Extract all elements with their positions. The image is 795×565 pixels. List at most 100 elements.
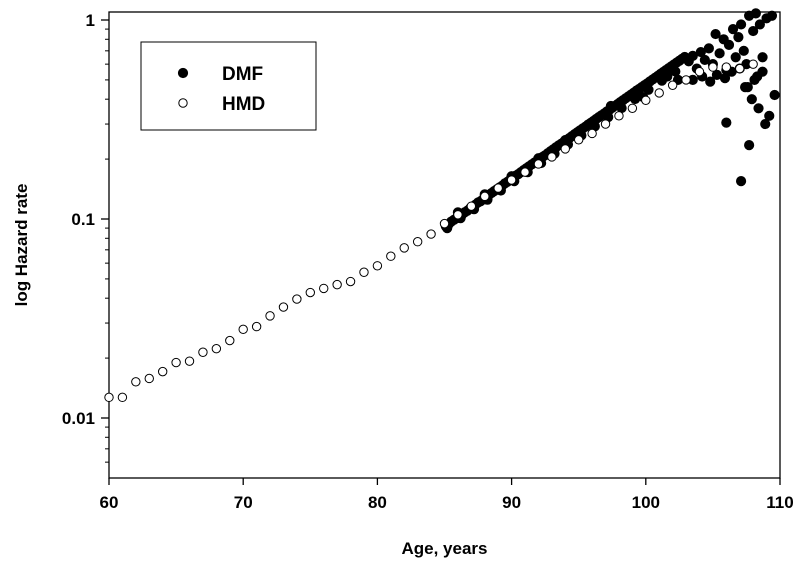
dmf-point bbox=[749, 74, 760, 86]
dmf-point bbox=[640, 81, 651, 92]
hmd-point bbox=[292, 294, 302, 304]
dmf-point bbox=[740, 82, 751, 93]
legend-marker-hmd bbox=[178, 98, 188, 108]
dmf-point bbox=[703, 43, 714, 54]
hmd-point bbox=[171, 357, 181, 368]
dmf-point bbox=[730, 52, 741, 63]
dmf-point bbox=[738, 45, 749, 56]
hmd-point bbox=[345, 276, 356, 287]
dmf-point bbox=[714, 48, 725, 59]
dmf-point bbox=[733, 32, 744, 43]
dmf-point bbox=[587, 117, 598, 128]
hmd-point bbox=[386, 251, 396, 261]
hmd-point bbox=[533, 159, 544, 169]
plot-area-border bbox=[108, 11, 781, 479]
dmf-point bbox=[753, 103, 764, 114]
dmf-point bbox=[723, 39, 735, 50]
x-tick-label: 110 bbox=[766, 493, 793, 512]
dmf-point bbox=[605, 100, 617, 112]
dmf-point bbox=[687, 50, 698, 62]
hmd-point bbox=[453, 210, 463, 220]
dmf-point bbox=[764, 110, 775, 121]
hmd-point bbox=[493, 183, 503, 193]
dmf-point bbox=[560, 135, 571, 146]
dmf-point bbox=[748, 25, 759, 37]
hmd-point bbox=[144, 373, 154, 384]
hmd-point bbox=[600, 119, 611, 129]
hmd-point bbox=[238, 324, 248, 335]
dmf-point bbox=[757, 52, 768, 63]
hmd-point bbox=[359, 267, 369, 277]
hmd-point bbox=[319, 283, 329, 294]
dmf-point bbox=[754, 19, 765, 30]
dmf-point bbox=[719, 73, 731, 84]
hmd-point bbox=[614, 111, 624, 121]
hmd-point bbox=[305, 287, 315, 298]
hmd-point bbox=[721, 62, 732, 72]
hmd-point bbox=[104, 392, 114, 403]
legend-label-dmf: DMF bbox=[222, 64, 263, 85]
y-tick-label: 0.01 bbox=[62, 409, 95, 428]
hmd-point bbox=[506, 175, 517, 185]
plot-frame bbox=[108, 11, 781, 479]
legend-label-hmd: HMD bbox=[222, 94, 265, 115]
hmd-point bbox=[251, 321, 262, 332]
hmd-point bbox=[399, 243, 409, 253]
dmf-point bbox=[662, 71, 673, 82]
dmf-point bbox=[744, 140, 755, 151]
hmd-point bbox=[667, 80, 678, 90]
dmf-point bbox=[705, 76, 716, 87]
y-tick-label: 1 bbox=[86, 11, 95, 30]
hmd-point bbox=[587, 128, 597, 139]
x-axis-title: Age, years bbox=[402, 539, 488, 558]
series-dmf bbox=[440, 8, 780, 234]
hmd-point bbox=[211, 343, 222, 354]
hmd-point bbox=[654, 88, 664, 98]
dmf-point bbox=[735, 176, 747, 187]
dmf-point bbox=[710, 28, 721, 40]
hmd-point bbox=[708, 62, 718, 72]
hmd-point bbox=[641, 95, 651, 105]
hmd-point bbox=[560, 144, 570, 154]
legend-marker-dmf bbox=[177, 67, 189, 79]
dmf-point bbox=[727, 24, 739, 35]
hmd-point bbox=[278, 302, 289, 312]
y-tick-label: 0.1 bbox=[71, 210, 95, 229]
hmd-point bbox=[547, 152, 557, 162]
legend-box bbox=[140, 41, 317, 131]
axes-layer: 60 70 80 90 100 110 0.01 0.1 1 Age, years log Haza… bbox=[12, 11, 794, 558]
dmf-point bbox=[699, 54, 710, 66]
x-tick-label: 100 bbox=[632, 493, 660, 512]
hmd-point bbox=[372, 261, 383, 271]
x-tick-label: 60 bbox=[100, 493, 119, 512]
x-tick-label: 90 bbox=[502, 493, 521, 512]
dmf-point bbox=[760, 118, 771, 130]
hmd-point bbox=[198, 347, 208, 357]
hmd-point bbox=[412, 237, 423, 247]
hmd-point bbox=[748, 59, 758, 69]
hmd-point bbox=[681, 75, 691, 85]
hmd-point bbox=[265, 311, 275, 321]
hmd-point bbox=[735, 63, 745, 74]
x-tick-label: 70 bbox=[234, 493, 253, 512]
hmd-point bbox=[332, 279, 342, 290]
hmd-point bbox=[480, 191, 490, 202]
dmf-point bbox=[769, 89, 780, 101]
hmd-point bbox=[157, 366, 168, 377]
hmd-point bbox=[520, 167, 530, 177]
data-points-layer bbox=[104, 8, 780, 403]
hmd-point bbox=[225, 335, 235, 346]
series-hmd bbox=[104, 59, 758, 403]
dmf-point bbox=[766, 10, 778, 21]
hmd-point bbox=[131, 377, 141, 387]
dmf-point bbox=[757, 66, 768, 77]
dmf-point bbox=[750, 8, 761, 19]
y-axis-title: log Hazard rate bbox=[12, 184, 31, 307]
hmd-point bbox=[466, 201, 477, 211]
hmd-point bbox=[439, 218, 450, 229]
dmf-point bbox=[735, 19, 747, 30]
dmf-point bbox=[670, 66, 681, 77]
hmd-point bbox=[627, 103, 638, 114]
legend: DMF HMD bbox=[140, 41, 317, 131]
x-tick-label: 80 bbox=[368, 493, 387, 512]
